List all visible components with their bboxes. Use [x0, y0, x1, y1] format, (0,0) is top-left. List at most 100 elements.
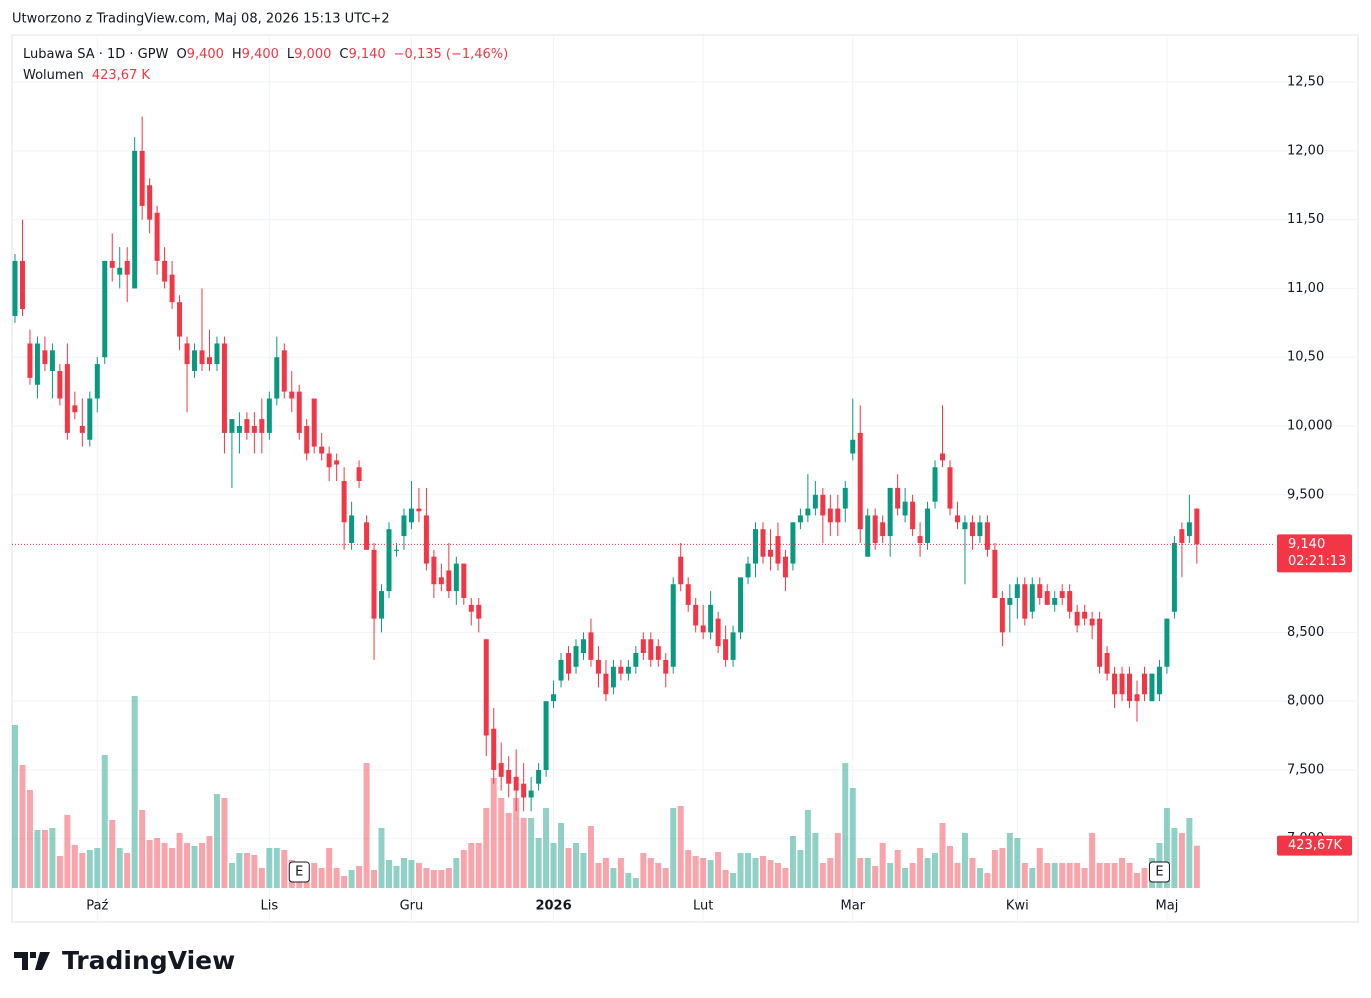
last-price-box [1277, 534, 1352, 573]
volume-bar [243, 853, 250, 888]
volume-bar [1029, 868, 1036, 888]
volume-bar [221, 798, 228, 888]
body [139, 150, 145, 206]
body [775, 536, 781, 564]
volume-bar [917, 848, 924, 888]
body [640, 639, 646, 654]
body [969, 522, 975, 537]
volume-bar [26, 790, 33, 888]
volume-bar [984, 873, 991, 888]
volume-bar [1089, 833, 1096, 888]
volume-bar [864, 858, 871, 888]
body [1029, 584, 1035, 612]
body [962, 522, 968, 530]
body [19, 260, 25, 310]
logo-text: TradingView [62, 946, 235, 975]
body [954, 515, 960, 523]
volume-bar [64, 815, 71, 888]
volume-bar [558, 823, 565, 888]
volume-bar [430, 870, 437, 888]
volume-bar [251, 855, 258, 888]
legend-line: Lubawa SA · 1D · GPW O9,400 H9,400 L9,000 C9… [23, 47, 508, 62]
volume-legend-value: 423,67 K [92, 68, 151, 83]
volume-bar [79, 853, 86, 888]
body [274, 357, 280, 399]
body [760, 529, 766, 557]
volume-bar [490, 778, 497, 888]
body [42, 350, 48, 365]
volume-bar [752, 858, 759, 888]
body [244, 419, 250, 433]
body [940, 453, 946, 461]
volume-bar [423, 868, 430, 888]
body [1134, 694, 1140, 702]
body [588, 632, 594, 660]
event-label: E [295, 865, 303, 880]
body [603, 673, 609, 695]
body [296, 391, 302, 433]
volume-bar [610, 868, 617, 888]
legend-open: 9,400 [187, 47, 224, 62]
x-tick-label: Paź [86, 899, 108, 914]
y-tick-label: 11,50 [1287, 212, 1324, 227]
y-tick-label: 7,500 [1287, 762, 1324, 777]
volume-bar [1014, 838, 1021, 888]
volume-bar [281, 850, 288, 888]
body [663, 659, 669, 674]
volume-bar [1074, 863, 1081, 888]
x-tick-label: Lut [693, 899, 713, 914]
body [767, 549, 773, 557]
volume-bar [655, 863, 662, 888]
volume-bar [939, 823, 946, 888]
volume-bar [438, 870, 445, 888]
volume-bar [1051, 863, 1058, 888]
body [880, 522, 886, 537]
volume-bar [408, 860, 415, 888]
volume-bar [56, 856, 63, 888]
body [528, 790, 534, 798]
volume-bar [460, 850, 467, 888]
body [177, 302, 183, 337]
body [206, 357, 212, 365]
volume-bar [445, 868, 452, 888]
body [812, 494, 818, 509]
body [79, 426, 85, 433]
volume-bar [71, 845, 78, 888]
body [1074, 611, 1080, 626]
body [27, 343, 33, 378]
volume-bar [789, 836, 796, 888]
volume-bar [146, 840, 153, 888]
volume-bar [1096, 863, 1103, 888]
volume-bar [520, 818, 527, 888]
legend-low: 9,000 [294, 47, 331, 62]
body [1007, 597, 1013, 605]
body [408, 508, 414, 523]
volume-bar [767, 860, 774, 888]
volume-bar [468, 843, 475, 888]
body [12, 260, 18, 316]
volume-bar [707, 860, 714, 888]
volume-layer [12, 696, 1200, 888]
volume-bar [1119, 858, 1126, 888]
y-tick-label: 10,000 [1287, 419, 1333, 434]
body [648, 639, 654, 660]
body [259, 419, 265, 433]
y-tick-label: 11,00 [1287, 281, 1324, 296]
volume-bar [109, 820, 116, 888]
body [782, 556, 788, 578]
x-tick-label: Kwi [1006, 899, 1029, 914]
y-tick-label: 12,00 [1287, 143, 1324, 158]
body [468, 604, 474, 612]
volume-bar [812, 833, 819, 888]
volume-bar [41, 830, 48, 888]
body [169, 274, 175, 303]
legend-name: Lubawa SA · 1D · GPW [23, 47, 169, 62]
volume-bar [199, 843, 205, 888]
body [1022, 584, 1028, 619]
volume-bar [1059, 863, 1066, 888]
volume-bar [857, 858, 864, 888]
y-tick-label: 8,500 [1287, 625, 1324, 640]
volume-bar [879, 843, 886, 888]
body [670, 584, 676, 667]
body [715, 618, 721, 647]
